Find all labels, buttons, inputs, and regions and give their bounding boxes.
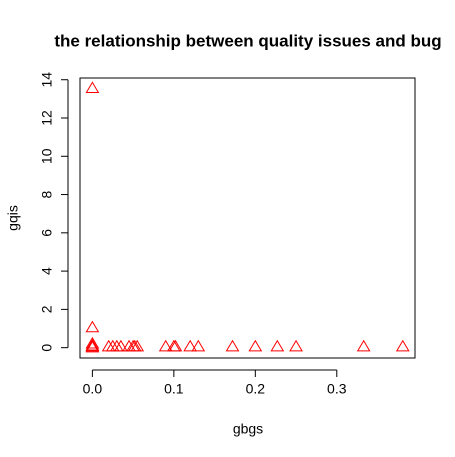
- point: [101, 339, 116, 352]
- y-tick-label: 0: [39, 344, 55, 352]
- y-tick-label: 8: [39, 190, 55, 198]
- point: [356, 339, 371, 352]
- point: [191, 339, 206, 352]
- x-tick-label: 0.0: [83, 381, 103, 397]
- point: [130, 339, 145, 352]
- y-tick-label: 14: [39, 72, 55, 88]
- point: [85, 320, 100, 333]
- y-tick-label: 4: [39, 267, 55, 275]
- point: [114, 339, 128, 352]
- y-tick-label: 6: [39, 229, 55, 237]
- y-tick-label: 2: [39, 305, 55, 313]
- y-tick-label: 10: [39, 148, 55, 164]
- point: [85, 336, 100, 349]
- point: [289, 339, 303, 352]
- plot-frame: [79, 77, 416, 359]
- point: [85, 340, 100, 353]
- y-tick-label: 12: [39, 110, 55, 126]
- point: [395, 339, 410, 352]
- point: [85, 81, 100, 94]
- x-tick-label: 0.3: [327, 381, 347, 397]
- chart-title: the relationship between quality issues …: [54, 31, 441, 50]
- point: [168, 339, 183, 352]
- point: [105, 339, 120, 352]
- x-tick-label: 0.1: [164, 381, 184, 397]
- point: [122, 339, 136, 352]
- point: [248, 339, 263, 352]
- x-tick-label: 0.2: [246, 381, 266, 397]
- point: [158, 339, 173, 352]
- point: [109, 339, 124, 352]
- point: [225, 339, 240, 352]
- x-axis-label: gbgs: [233, 421, 263, 437]
- point: [270, 339, 285, 352]
- point: [183, 339, 198, 352]
- y-axis-label: gqis: [5, 205, 21, 231]
